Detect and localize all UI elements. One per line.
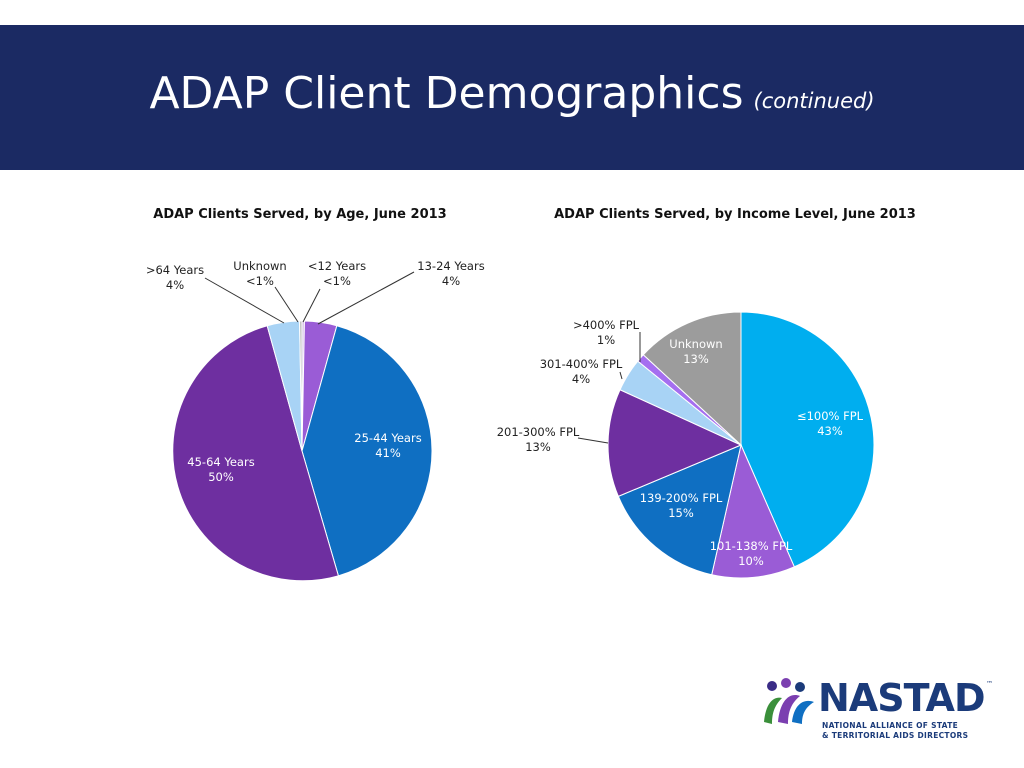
income-slice-pct-6: 13% [683,352,709,366]
income-slice-label-6: Unknown [669,337,722,351]
age-slice-pct-0: <1% [323,274,351,288]
income-chart-title: ADAP Clients Served, by Income Level, Ju… [554,207,916,222]
title-banner [0,25,1024,170]
age-slice-pct-2: 41% [375,446,401,460]
age-leader-line-0 [302,288,321,323]
age-slice-label-0: <12 Years [308,259,366,273]
income-slice-pct-5: 1% [597,333,615,347]
income-slice-139-200-fpl [617,444,742,576]
income-slice-pct-0: 43% [817,424,843,438]
logo-trademark: ™ [986,680,993,688]
age-leader-line-5 [274,286,299,323]
nastad-logo: NASTAD ™ NATIONAL ALLIANCE OF STATE & TE… [760,676,993,744]
age-slice-25-44-years [301,325,433,577]
income-slice-label-1: 101-138% FPL [710,539,793,553]
logo-wordmark: NASTAD [818,676,986,720]
age-slice-label-3: 45-64 Years [187,455,254,469]
income-slice-201-300-fpl [607,389,743,498]
slide-title: ADAP Client Demographics (continued) [0,68,1024,119]
income-slice-label-4: 301-400% FPL [540,357,623,371]
income-slice-label-3: 201-300% FPL [497,425,580,439]
age-slice-label-5: Unknown [233,259,286,273]
age-slice-label-4: >64 Years [146,263,204,277]
logo-tagline-2: & TERRITORIAL AIDS DIRECTORS [822,731,969,740]
income-slice-label-0: ≤100% FPL [797,409,864,423]
age-slice-pct-1: 4% [442,274,460,288]
income-leader-line-4 [619,371,623,380]
people-icon [764,678,814,724]
age-leader-line-1 [317,271,415,325]
income-slice-pct-3: 13% [525,440,551,454]
age-slice-label-2: 25-44 Years [354,431,421,445]
income-slice-label-2: 139-200% FPL [640,491,723,505]
income-leader-line-3 [577,437,609,444]
income-slice-100-fpl [740,311,875,568]
income-slice-pct-1: 10% [738,554,764,568]
slide-title-main: ADAP Client Demographics [149,68,744,119]
age-chart-title: ADAP Clients Served, by Age, June 2013 [153,207,447,222]
age-slice-pct-5: <1% [246,274,274,288]
age-slice-unknown [299,320,303,452]
income-slice-pct-4: 4% [572,372,590,386]
income-slice-pct-2: 15% [668,506,694,520]
income-slice-label-5: >400% FPL [573,318,640,332]
income-slice-101-138-fpl [711,443,795,579]
age-slice-label-1: 13-24 Years [417,259,484,273]
age-slice-pct-3: 50% [208,470,234,484]
income-slice-unknown [642,311,742,447]
logo-tagline-1: NATIONAL ALLIANCE OF STATE [822,721,959,730]
age-slice-45-64-years [172,325,340,582]
slide-title-subtitle: (continued) [753,89,875,113]
age-leader-line-4 [204,277,285,324]
age-slice-pct-4: 4% [166,278,184,292]
